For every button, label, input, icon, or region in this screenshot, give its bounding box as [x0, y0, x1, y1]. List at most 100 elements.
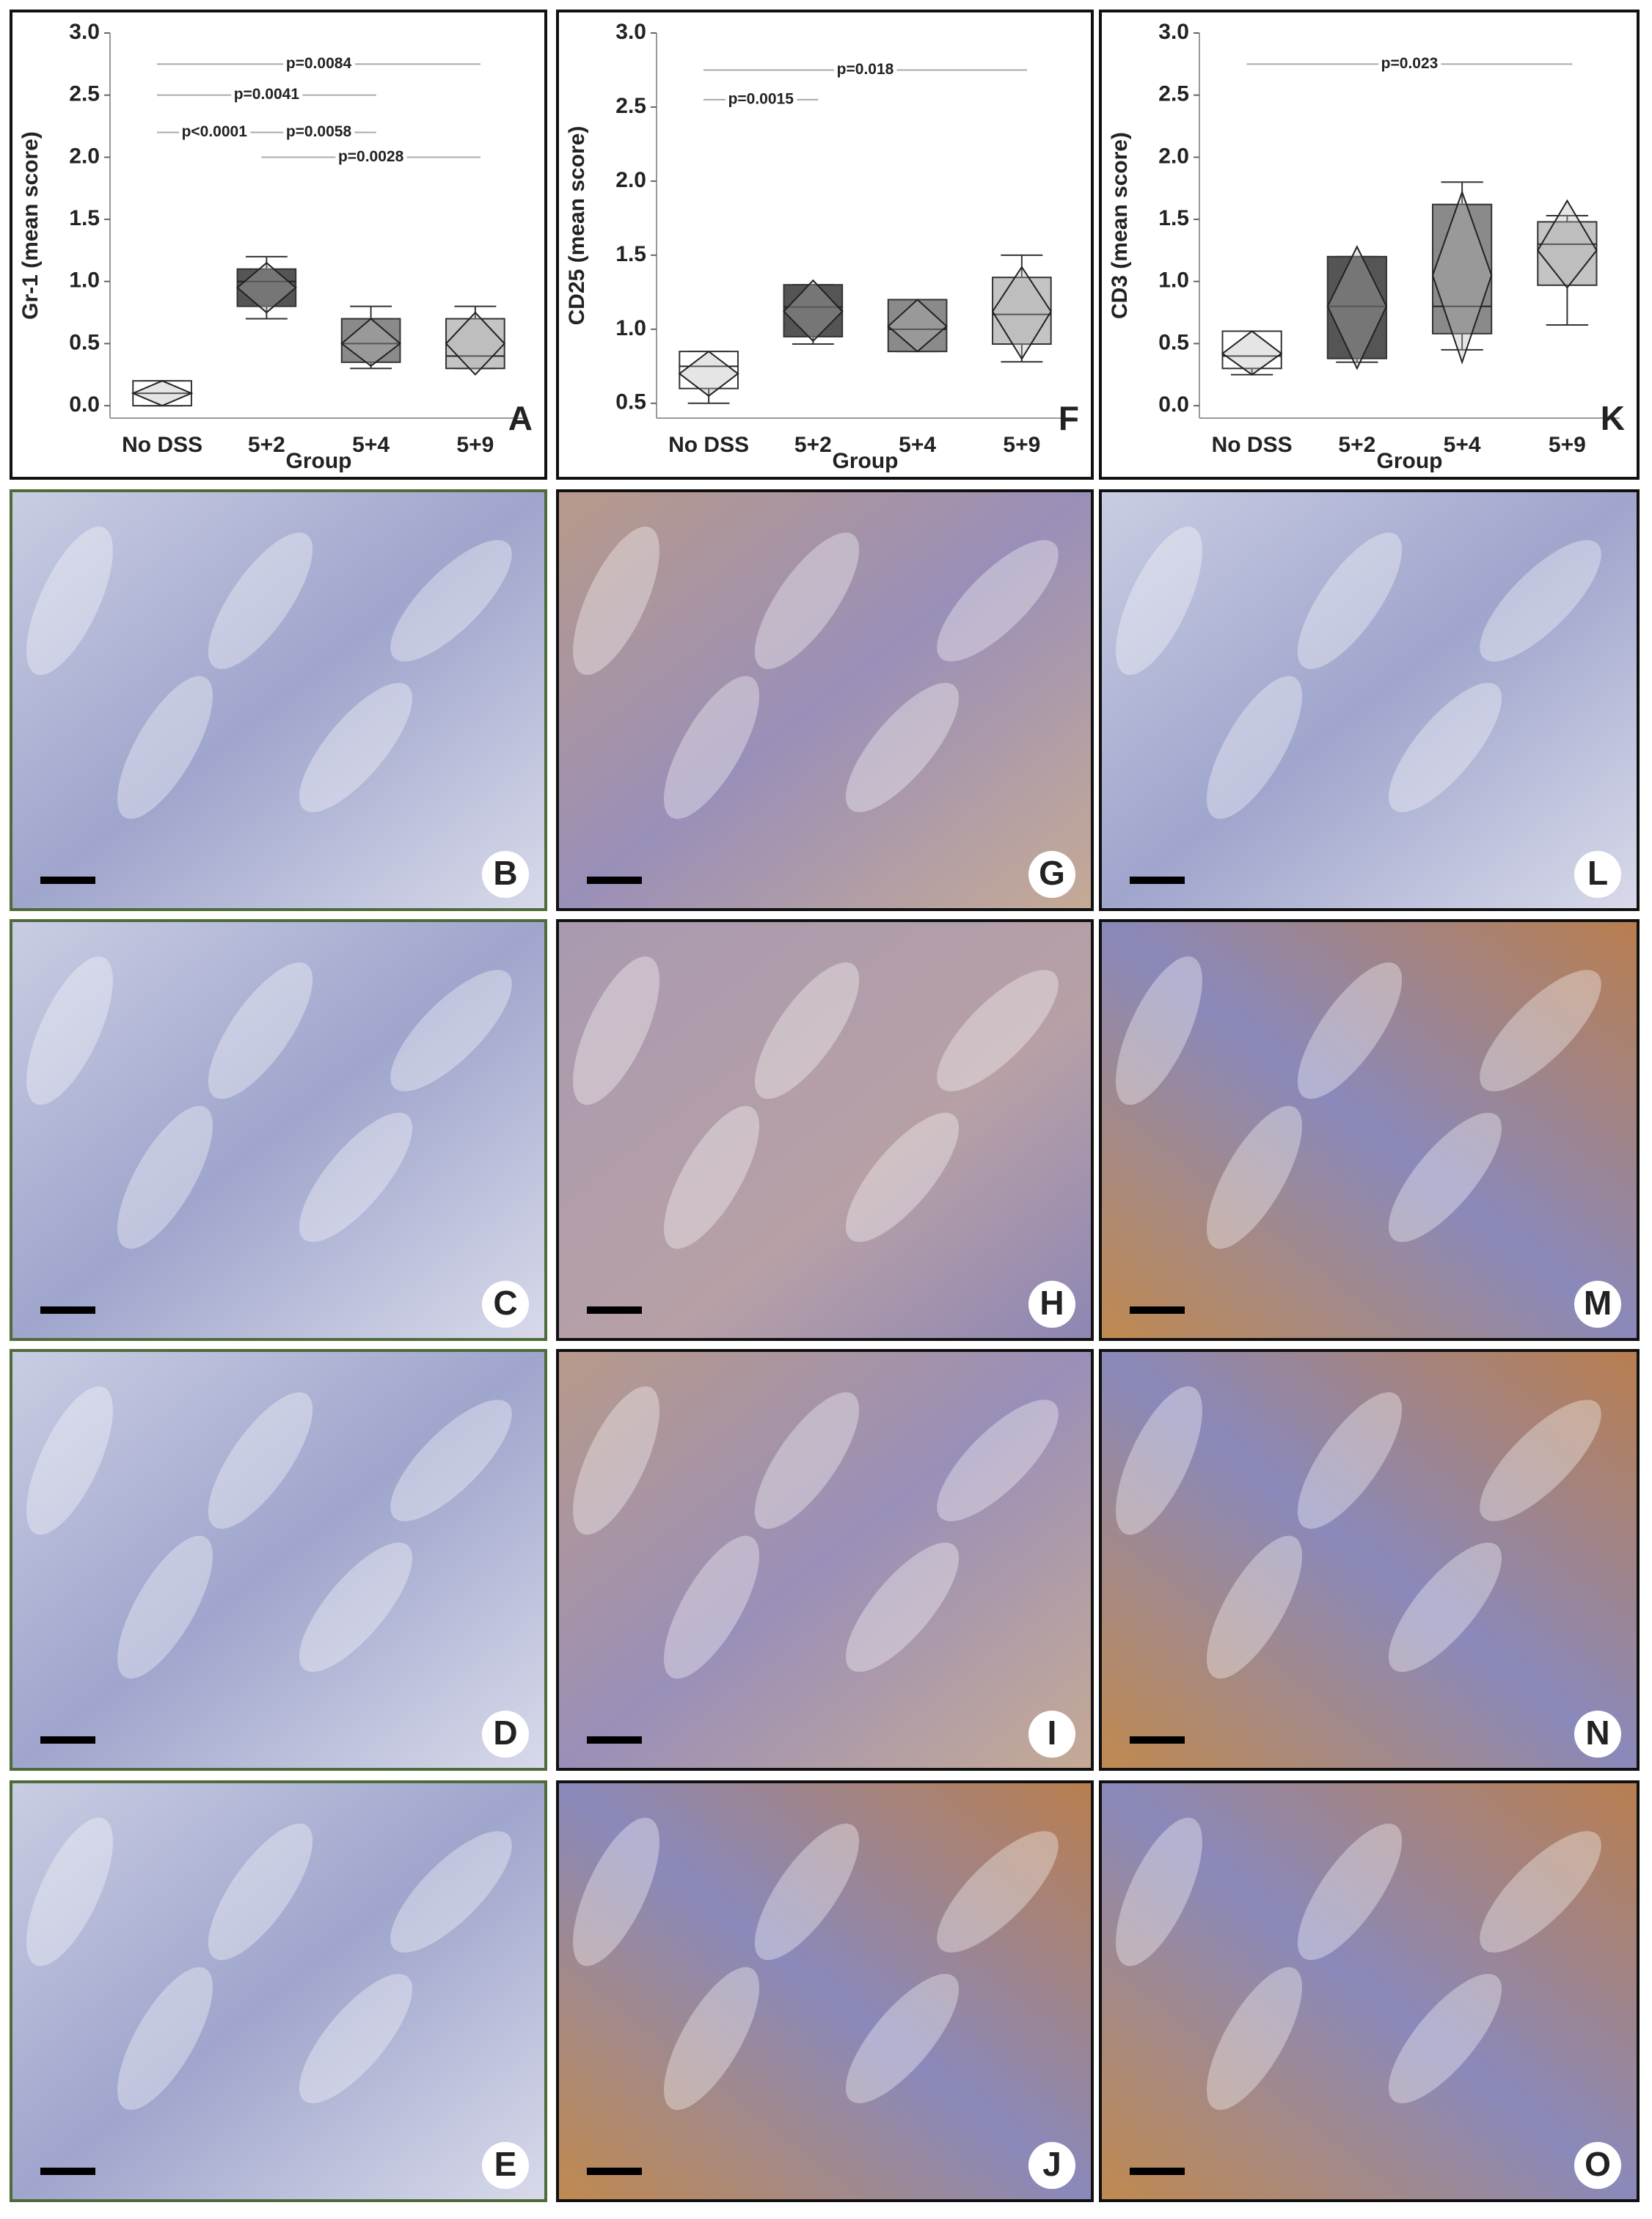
mean-diamond: [131, 380, 194, 407]
tissue-structure: [208, 962, 313, 1099]
tissue-structure: [1480, 970, 1601, 1092]
tissue-structure: [937, 970, 1059, 1092]
tissue-structure: [1388, 1112, 1502, 1243]
tissue-structure: [390, 540, 512, 662]
tissue-structure: [845, 1542, 960, 1673]
panel-letter: B: [493, 854, 517, 892]
panel-letter: L: [1587, 854, 1608, 892]
tissue-structure: [845, 1973, 960, 2104]
tissue-structure: [573, 1386, 659, 1535]
tissue-structure: [754, 533, 860, 669]
y-tick-label: 1.0: [615, 316, 646, 340]
y-tick-label: 0.0: [69, 392, 100, 417]
annotation: p=0.023: [1381, 55, 1439, 72]
panel-letter: N: [1585, 1714, 1609, 1752]
panel-letter: G: [1039, 854, 1065, 892]
x-tick-label: 5+2: [248, 433, 285, 457]
tissue-structure: [1480, 1400, 1601, 1521]
label-badge: [1028, 851, 1075, 898]
tissue-structure: [117, 676, 213, 819]
tissue-structure: [664, 1535, 759, 1679]
label-badge: [1574, 851, 1621, 898]
tissue-structure: [1207, 1105, 1302, 1249]
annotation: p=0.0041: [234, 86, 300, 103]
box: [679, 351, 739, 390]
y-tick-label: 2.5: [1158, 82, 1189, 106]
x-tick-label: 5+4: [1444, 433, 1481, 457]
label-badge: [482, 1711, 529, 1758]
y-tick-label: 0.5: [615, 390, 646, 414]
tissue-structure: [208, 1392, 313, 1529]
mean-diamond: [1221, 330, 1283, 376]
tissue-structure: [1297, 962, 1403, 1099]
y-tick-label: 2.0: [1158, 144, 1189, 168]
x-axis-title: Group: [1377, 449, 1443, 473]
tissue-structure: [26, 526, 113, 676]
mean-diamond: [678, 350, 739, 397]
tissue-structure: [1480, 540, 1601, 662]
tissue-structure: [937, 1831, 1059, 1953]
y-tick-label: 3.0: [615, 20, 646, 44]
tissue-structure: [299, 1973, 413, 2104]
chart-frame: [10, 10, 547, 480]
tissue-structure: [754, 1824, 860, 1960]
x-tick-label: No DSS: [122, 433, 202, 457]
tissue-structure: [664, 676, 759, 819]
y-tick-label: 1.5: [1158, 206, 1189, 230]
mean-diamond: [887, 299, 948, 353]
box: [1432, 203, 1493, 335]
tissue-structure: [1297, 1392, 1403, 1529]
panel-letter: F: [1059, 399, 1079, 437]
label-badge: [1574, 1711, 1621, 1758]
panel-letter: K: [1601, 399, 1625, 437]
tissue-structure: [1207, 1535, 1302, 1679]
tissue-structure: [1116, 526, 1202, 676]
mean-diamond: [1537, 199, 1598, 289]
tissue-structure: [117, 1105, 213, 1249]
mean-diamond: [340, 318, 402, 368]
y-tick-label: 1.5: [69, 206, 100, 230]
tissue-structure: [26, 956, 113, 1105]
micrograph: [1099, 1780, 1640, 2202]
tissue-structure: [1388, 1973, 1502, 2104]
tissue-structure: [390, 970, 512, 1092]
label-badge: [482, 851, 529, 898]
micrograph: [10, 1780, 547, 2202]
x-tick-label: 5+2: [1338, 433, 1375, 457]
y-tick-label: 2.0: [615, 168, 646, 192]
panel-letter: I: [1048, 1714, 1057, 1752]
tissue-structure: [299, 682, 413, 813]
panel-letter: O: [1585, 2145, 1611, 2183]
y-tick-label: 2.5: [615, 94, 646, 118]
tissue-structure: [664, 1105, 759, 1249]
tissue-structure: [754, 962, 860, 1099]
annotation: p=0.0084: [286, 55, 352, 72]
y-tick-label: 0.5: [69, 330, 100, 354]
micrograph: [556, 489, 1094, 911]
tissue-structure: [390, 1400, 512, 1521]
label-badge: [1028, 1711, 1075, 1758]
y-tick-label: 1.0: [1158, 268, 1189, 293]
annotation: p=0.0058: [286, 123, 352, 140]
panel-letter: A: [508, 399, 533, 437]
tissue-structure: [1388, 1542, 1502, 1673]
tissue-structure: [1116, 956, 1202, 1105]
tissue-structure: [299, 1542, 413, 1673]
x-tick-label: 5+4: [899, 433, 936, 457]
panel-letter: C: [493, 1284, 517, 1322]
box: [1537, 221, 1598, 286]
y-tick-label: 3.0: [69, 20, 100, 44]
label-badge: [1574, 2142, 1621, 2189]
chart-frame: [556, 10, 1094, 480]
y-axis-title: CD3 (mean score): [1108, 132, 1132, 319]
mean-diamond: [991, 266, 1052, 361]
mean-diamond: [1326, 245, 1388, 370]
tissue-structure: [754, 1392, 860, 1529]
label-badge: [482, 1281, 529, 1328]
micrograph: [10, 919, 547, 1341]
tissue-structure: [208, 533, 313, 669]
tissue-structure: [1480, 1831, 1601, 1953]
tissue-structure: [937, 540, 1059, 662]
mean-diamond: [783, 279, 844, 343]
tissue-structure: [390, 1831, 512, 1953]
